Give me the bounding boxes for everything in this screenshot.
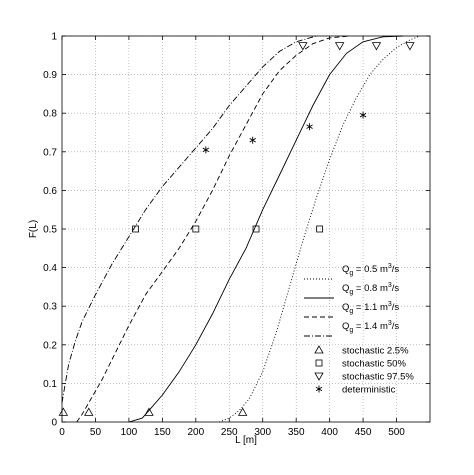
- asterisk-stroke: [306, 124, 313, 129]
- y-tick-label: 0.1: [43, 379, 57, 390]
- asterisk-stroke: [315, 386, 323, 392]
- legend-base: Q: [342, 321, 349, 332]
- asterisk-stroke: [202, 147, 210, 153]
- marker-asterisk: [249, 136, 256, 144]
- legend: Qg = 0.5 m3/sQg = 0.8 m3/sQg = 1.1 m3/sQ…: [304, 263, 414, 396]
- legend-marker-label-2: stochastic 50%: [342, 359, 406, 370]
- marker-triangle-up: [58, 407, 69, 416]
- marker-triangle-down: [334, 42, 345, 51]
- legend-marker-label-3: stochastic 97.5%: [342, 372, 414, 383]
- marker-triangle-down: [298, 42, 308, 51]
- legend-mid: = 1.4 m: [353, 321, 388, 332]
- marker-asterisk: [202, 146, 210, 154]
- legend-tail: /s: [392, 321, 400, 332]
- marker-triangle-up: [144, 407, 154, 416]
- legend-sub: g: [349, 308, 353, 315]
- x-tick-label: 400: [321, 427, 338, 438]
- series-lines: [61, 35, 421, 423]
- legend-base: Q: [342, 302, 349, 313]
- legend-tail: /s: [392, 264, 400, 275]
- legend-sup: 3: [388, 282, 392, 289]
- x-tick-label: 350: [288, 427, 305, 438]
- x-tick-label: 300: [254, 427, 271, 438]
- y-axis-title: F(L): [28, 220, 39, 238]
- legend-mid: = 1.1 m: [353, 302, 388, 313]
- y-tick-label: 0.6: [43, 186, 57, 197]
- legend-base: Q: [342, 264, 349, 275]
- legend-sup: 3: [388, 301, 392, 308]
- marker-triangle-down: [371, 42, 382, 51]
- legend-sub: g: [349, 327, 353, 334]
- x-tick-label: 100: [121, 427, 138, 438]
- legend-mid: = 0.8 m: [353, 283, 388, 294]
- asterisk-stroke: [359, 112, 367, 118]
- y-tick-label: 0.2: [43, 340, 57, 351]
- grid-lines: [62, 35, 430, 422]
- legend-sup: 3: [388, 263, 392, 270]
- legend-label-2: Qg = 0.8 m3/s: [342, 282, 399, 296]
- legend-sub: g: [349, 289, 353, 296]
- marker-square: [316, 225, 324, 233]
- y-tick-label: 0.9: [43, 70, 57, 81]
- legend-sub: g: [349, 270, 353, 277]
- legend-label-4: Qg = 1.4 m3/s: [342, 320, 399, 334]
- y-tick-label: 0: [51, 418, 57, 429]
- legend-marker-triangle-down: [314, 372, 324, 381]
- series-line-2: [128, 35, 404, 423]
- series-line-3: [76, 35, 350, 423]
- legend-mid: = 0.5 m: [353, 264, 388, 275]
- legend-tail: /s: [392, 302, 400, 313]
- legend-marker-square: [315, 359, 323, 367]
- y-tick-label: 1: [51, 32, 57, 43]
- y-tick-label: 0.3: [43, 302, 57, 313]
- legend-sup: 3: [388, 320, 392, 327]
- x-tick-label: 50: [90, 427, 102, 438]
- x-tick-label: 150: [154, 427, 171, 438]
- marker-asterisk: [306, 123, 313, 131]
- asterisk-stroke: [249, 138, 256, 143]
- legend-marker-label-1: stochastic 2.5%: [342, 346, 409, 357]
- marker-points: [58, 42, 415, 416]
- x-tick-label: 450: [355, 427, 372, 438]
- x-axis-title: L [m]: [235, 435, 257, 446]
- legend-tail: /s: [392, 283, 400, 294]
- axis-ticks: 0 50 100 150 200 250 300 350 400 450 500 0 0.1 0.2 0.3…: [43, 32, 430, 438]
- marker-square: [252, 225, 260, 233]
- series-line-1: [219, 35, 421, 423]
- marker-asterisk: [359, 111, 367, 119]
- marker-triangle-up: [237, 407, 248, 416]
- y-tick-label: 0.4: [43, 263, 57, 274]
- x-tick-label: 0: [59, 427, 65, 438]
- y-tick-label: 0.7: [43, 147, 57, 158]
- marker-triangle-up: [84, 407, 94, 416]
- x-tick-label: 200: [187, 427, 204, 438]
- series-line-4: [61, 35, 317, 403]
- x-tick-label: 250: [221, 427, 238, 438]
- marker-square: [132, 225, 140, 233]
- marker-triangle-down: [405, 42, 415, 51]
- x-tick-label: 500: [388, 427, 405, 438]
- legend-marker-label-4: deterministic: [342, 385, 396, 396]
- y-tick-label: 0.5: [43, 225, 57, 236]
- legend-marker-asterisk: [315, 385, 323, 393]
- legend-base: Q: [342, 283, 349, 294]
- marker-square: [192, 225, 200, 233]
- y-tick-label: 0.8: [43, 109, 57, 120]
- legend-label-1: Qg = 0.5 m3/s: [342, 263, 399, 277]
- legend-marker-triangle-up: [314, 345, 324, 354]
- legend-label-3: Qg = 1.1 m3/s: [342, 301, 399, 315]
